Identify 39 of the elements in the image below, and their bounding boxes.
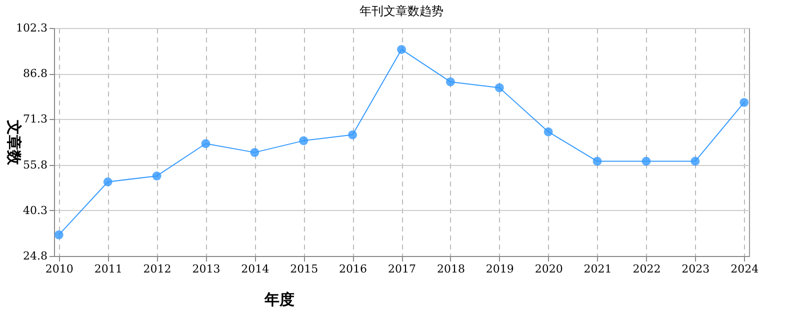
x-axis-title: 年度 bbox=[264, 290, 294, 308]
point bbox=[690, 156, 700, 166]
point bbox=[397, 45, 406, 54]
point bbox=[152, 172, 162, 180]
x-tick-label: 2016 bbox=[339, 262, 368, 276]
point bbox=[201, 139, 210, 148]
x-tick-label: 2021 bbox=[584, 262, 612, 276]
x-tick-label: 2013 bbox=[192, 262, 220, 276]
x-tick-label: 2019 bbox=[486, 262, 514, 276]
y-axis-title: 文章数 bbox=[5, 119, 24, 166]
x-tick-label: 2017 bbox=[388, 262, 416, 276]
point bbox=[348, 130, 358, 140]
y-tick-label: 71.3 bbox=[23, 112, 48, 126]
x-tick-label: 2024 bbox=[730, 262, 759, 276]
y-tick-label: 24.8 bbox=[23, 250, 48, 262]
x-tick-label: 2015 bbox=[290, 262, 318, 276]
y-tick-label: 102.3 bbox=[16, 22, 48, 34]
y-tick-label: 40.3 bbox=[23, 204, 48, 217]
point bbox=[544, 127, 553, 136]
x-tick-label: 2018 bbox=[436, 262, 465, 276]
point bbox=[250, 148, 260, 157]
x-tick-label: 2012 bbox=[143, 262, 172, 276]
y-tick-label: 55.8 bbox=[23, 158, 48, 172]
point bbox=[740, 98, 749, 107]
y-tick-label: 86.8 bbox=[23, 67, 48, 80]
point bbox=[54, 230, 64, 240]
x-tick-label: 2020 bbox=[534, 262, 563, 276]
point bbox=[299, 136, 308, 146]
point bbox=[446, 77, 455, 86]
x-tick-label: 2010 bbox=[45, 262, 74, 276]
point bbox=[592, 156, 602, 166]
x-tick-label: 2011 bbox=[94, 262, 122, 276]
x-tick-label: 2022 bbox=[632, 262, 661, 276]
chart-title: 年刊文章数趋势 bbox=[360, 4, 444, 18]
x-tick-label: 2023 bbox=[682, 262, 710, 276]
point bbox=[642, 156, 651, 166]
x-tick-label: 2014 bbox=[241, 262, 270, 276]
point bbox=[494, 83, 504, 92]
point bbox=[103, 177, 112, 186]
